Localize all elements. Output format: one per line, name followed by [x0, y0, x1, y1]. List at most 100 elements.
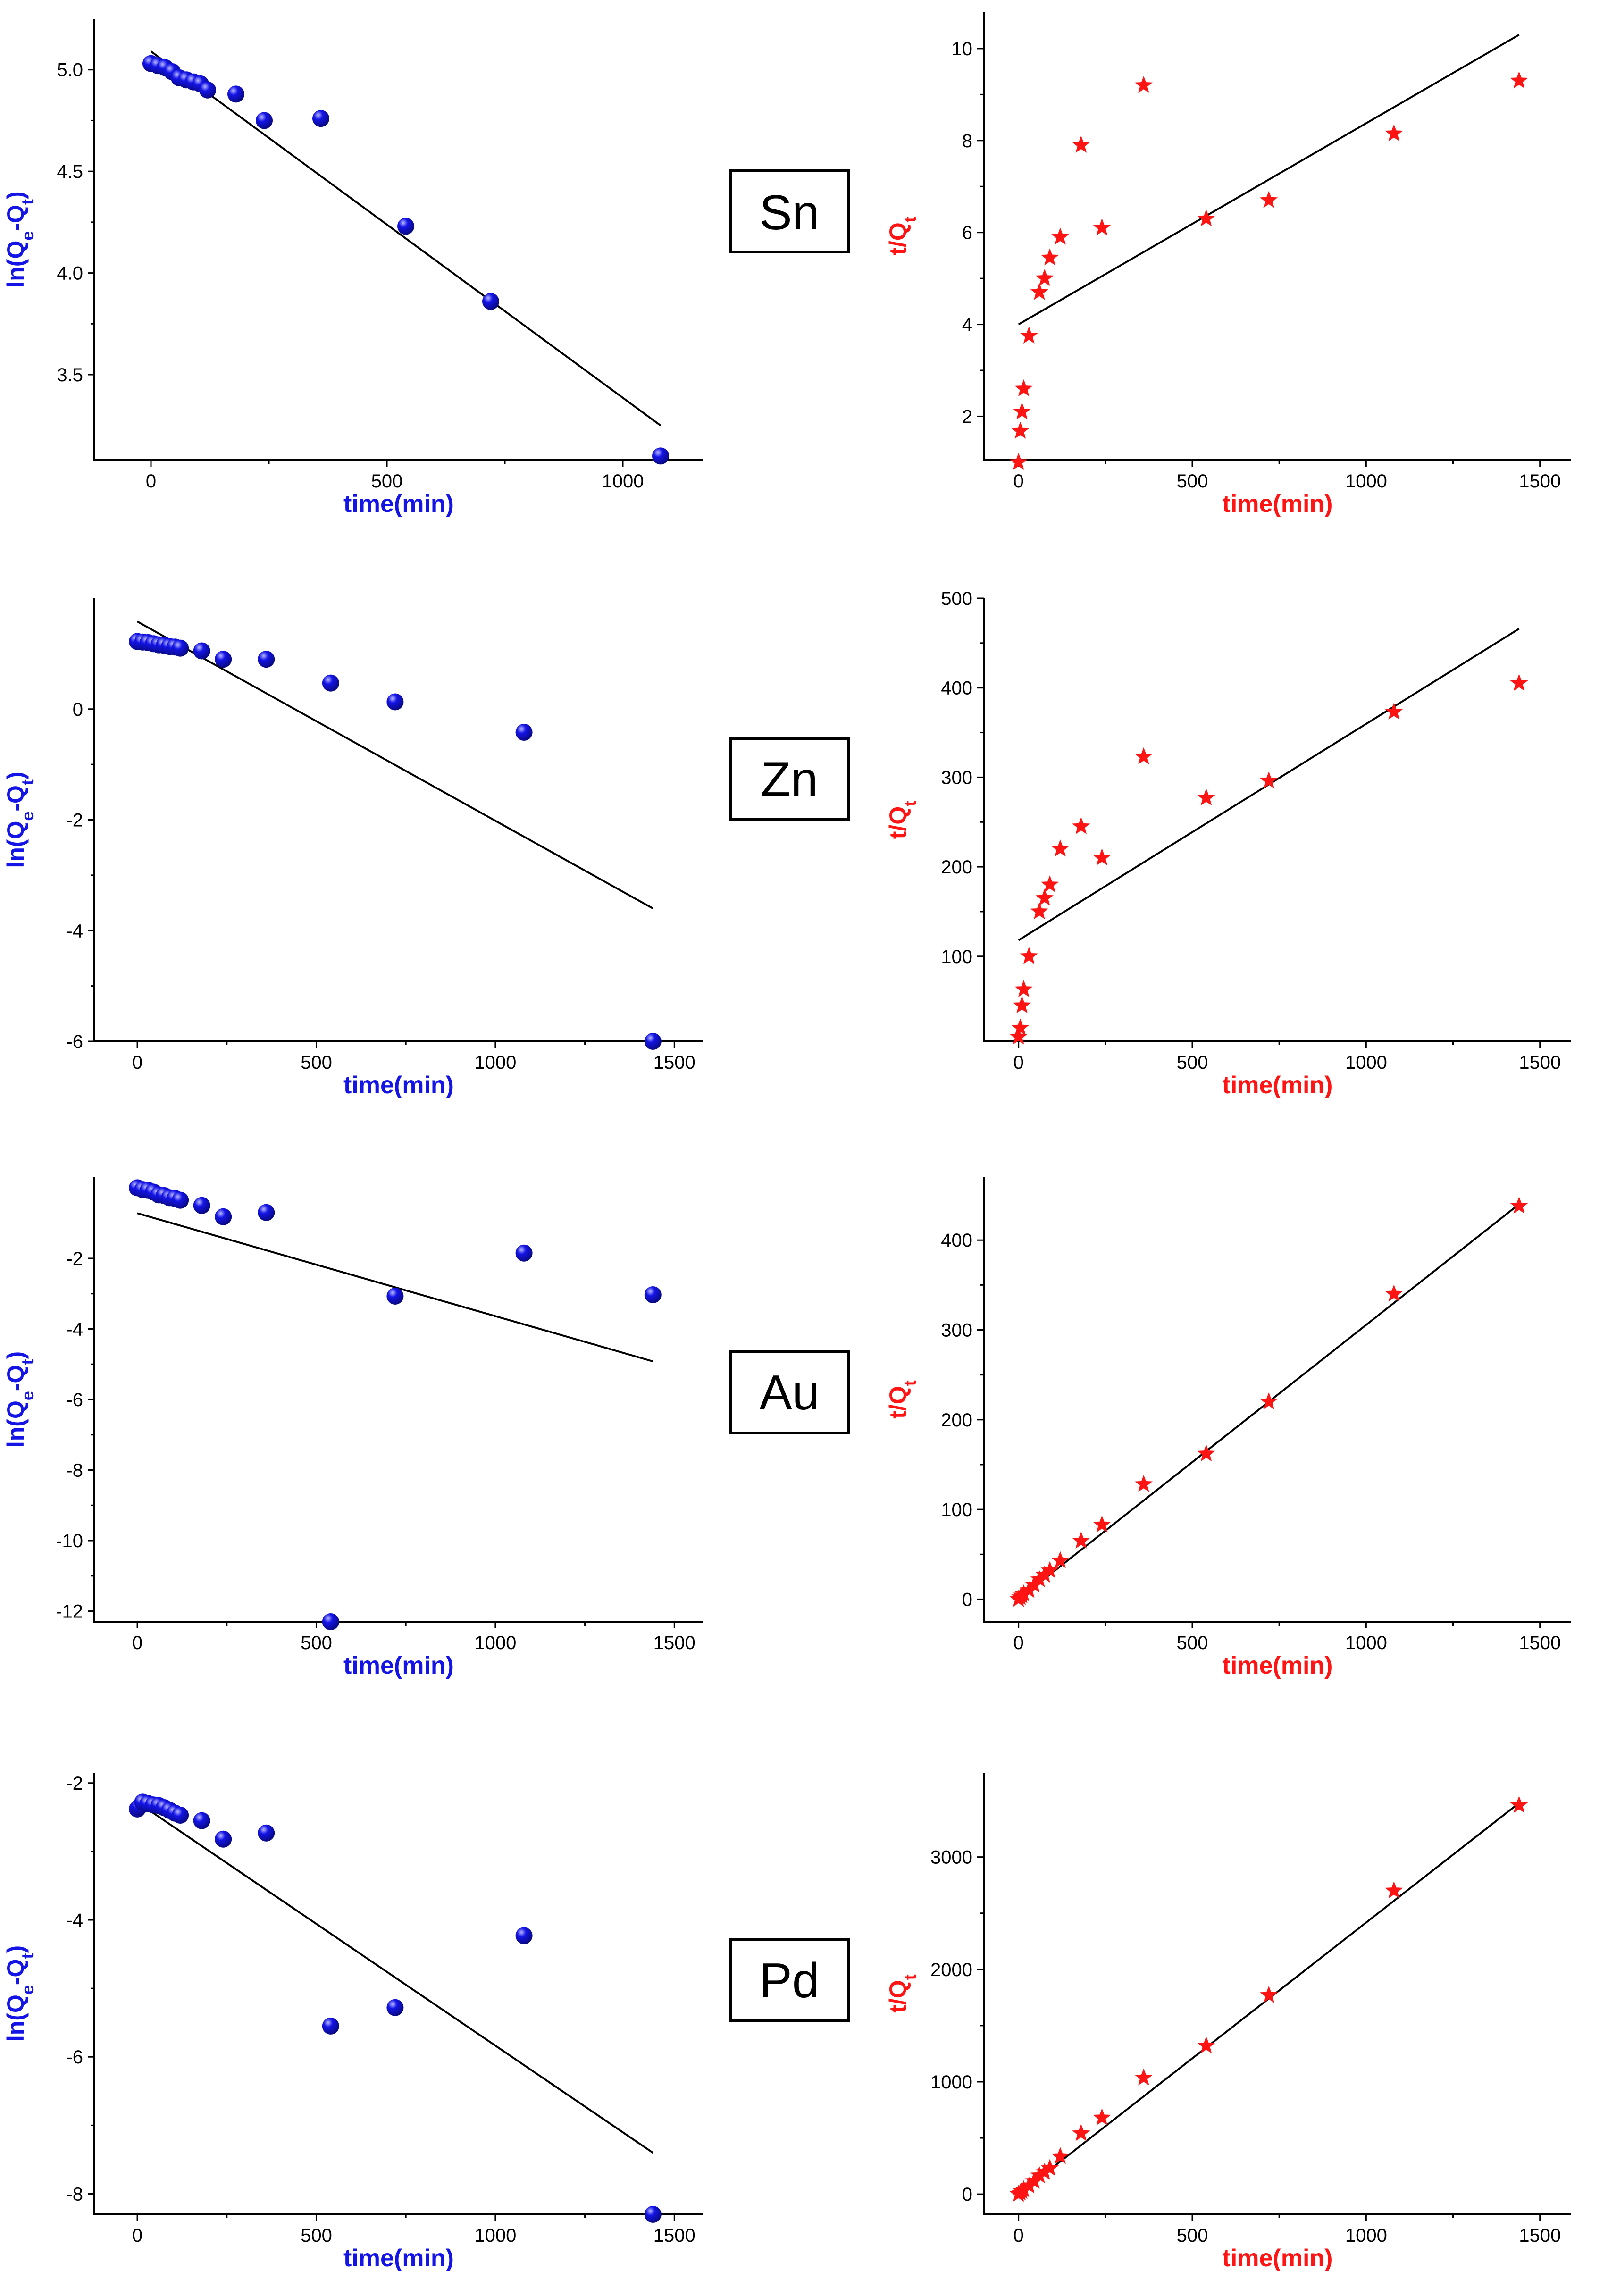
y-tick-label: 4.0 — [57, 263, 83, 284]
data-point — [1040, 875, 1059, 893]
data-point — [1051, 2147, 1070, 2164]
x-tick-label: 500 — [301, 1633, 332, 1653]
y-tick-label: 300 — [941, 767, 972, 788]
data-point — [1385, 702, 1403, 720]
data-point — [515, 1927, 533, 1944]
data-point — [1134, 2068, 1153, 2086]
data-point — [1035, 1566, 1054, 1583]
data-point — [1197, 1444, 1215, 1462]
data-point — [1030, 283, 1048, 300]
y-axis-label: ln(Qe-Qt) — [2, 191, 37, 287]
chart-zn-pso: 0 500 1000 1500 100 200 300 400 500 time(min) t/Qt — [885, 588, 1571, 1099]
data-point — [386, 693, 404, 711]
y-tick-label: 10 — [952, 39, 973, 59]
y-tick-label: -4 — [66, 1910, 83, 1931]
data-point — [1093, 1515, 1111, 1533]
data-point — [1510, 674, 1528, 691]
y-tick-label: 2 — [962, 406, 972, 427]
chart-zn-pfo: 0 500 1000 1500 -6 -4 -2 0 time(min) ln(Qe-Qt) — [2, 598, 703, 1099]
data-point — [1072, 135, 1090, 153]
x-tick-label: 1500 — [653, 1052, 695, 1073]
data-point — [397, 218, 414, 235]
data-point — [1025, 1575, 1043, 1593]
chart-au-pfo: 0 500 1000 1500 -12 -10 -8 -6 -4 -2 time(min) ln(Qe… — [2, 1177, 703, 1679]
chart-sn-pfo: 0 500 1000 3.5 4.0 4.5 5.0 time(min) ln(Qe-Qt) — [2, 19, 703, 518]
x-tick-label: 500 — [1177, 471, 1208, 492]
data-point — [1040, 1561, 1059, 1578]
x-axis-label: time(min) — [343, 1072, 454, 1099]
data-point — [322, 2017, 339, 2035]
y-tick-label: -6 — [66, 1390, 83, 1410]
x-tick-label: 1000 — [602, 471, 644, 492]
data-point — [1093, 218, 1111, 236]
y-axis-label: ln(Qe-Qt) — [2, 771, 37, 868]
data-point — [386, 1287, 404, 1305]
data-point — [1260, 1392, 1278, 1409]
chart-sn-pso: 0 500 1000 1500 2 4 6 8 10 time(min) t/Qt — [885, 12, 1571, 518]
data-point — [1014, 1584, 1033, 1602]
data-point — [1013, 402, 1031, 419]
x-tick-label: 0 — [1013, 2225, 1024, 2246]
axes — [983, 1177, 1571, 1623]
y-tick-label: 200 — [941, 857, 972, 878]
data-point — [1093, 848, 1111, 866]
data-point — [258, 651, 275, 668]
y-tick-label: -10 — [56, 1531, 83, 1551]
data-point — [1260, 191, 1278, 208]
data-point — [1385, 124, 1403, 142]
data-point — [1030, 902, 1048, 920]
y-tick-label: -2 — [66, 810, 83, 831]
y-tick-label: -4 — [66, 1319, 83, 1340]
axes — [983, 598, 1571, 1042]
data-point — [215, 651, 232, 668]
y-axis-label: ln(Qe-Qt) — [2, 1351, 37, 1448]
data-point — [193, 1197, 210, 1214]
y-tick-label: 400 — [941, 678, 972, 699]
y-axis-label: t/Qt — [885, 1974, 920, 2012]
data-point — [644, 1286, 662, 1303]
chart-pd-pfo: 0 500 1000 1500 -8 -6 -4 -2 time(min) ln(Qe-Qt) — [2, 1773, 703, 2272]
x-axis-label: time(min) — [1223, 1652, 1333, 1679]
data-point — [1134, 747, 1153, 764]
axes — [983, 1773, 1571, 2215]
x-tick-label: 1500 — [653, 2225, 695, 2246]
y-tick-label: 3000 — [930, 1847, 972, 1868]
data-point — [322, 674, 339, 692]
fit-line — [1018, 34, 1520, 326]
data-point — [1510, 71, 1528, 89]
data-point — [1072, 1531, 1090, 1549]
x-tick-label: 0 — [1013, 471, 1024, 492]
data-point — [1035, 269, 1054, 286]
y-tick-label: -8 — [66, 2184, 83, 2204]
x-tick-label: 0 — [132, 1633, 142, 1653]
data-point — [258, 1204, 275, 1221]
fit-line — [150, 50, 662, 427]
data-point — [1093, 2108, 1111, 2126]
metal-label-au: Au — [729, 1350, 850, 1434]
x-tick-label: 1500 — [1519, 2225, 1561, 2246]
metal-label-sn: Sn — [729, 169, 850, 253]
y-tick-label: 1000 — [930, 2072, 972, 2093]
data-point — [1011, 1018, 1030, 1036]
y-tick-label: -6 — [66, 2047, 83, 2068]
data-point — [1260, 771, 1278, 789]
data-point — [172, 1191, 189, 1209]
y-tick-label: 100 — [941, 947, 972, 967]
data-point — [1072, 817, 1090, 834]
axes — [983, 12, 1571, 461]
metal-label-text: Zn — [761, 752, 818, 807]
data-point — [215, 1208, 232, 1225]
data-point — [1134, 1475, 1153, 1492]
data-point — [1030, 1570, 1048, 1587]
data-point — [193, 642, 210, 660]
y-tick-label: -8 — [66, 1460, 83, 1481]
y-tick-label: -12 — [56, 1601, 83, 1622]
x-tick-label: 1500 — [1519, 1052, 1561, 1073]
axes — [93, 19, 703, 461]
data-point — [1020, 326, 1038, 344]
y-tick-label: 0 — [962, 1589, 972, 1610]
x-axis-label: time(min) — [343, 490, 454, 518]
data-point — [1014, 2180, 1033, 2197]
data-point — [515, 1244, 533, 1262]
fit-line — [137, 1212, 653, 1363]
